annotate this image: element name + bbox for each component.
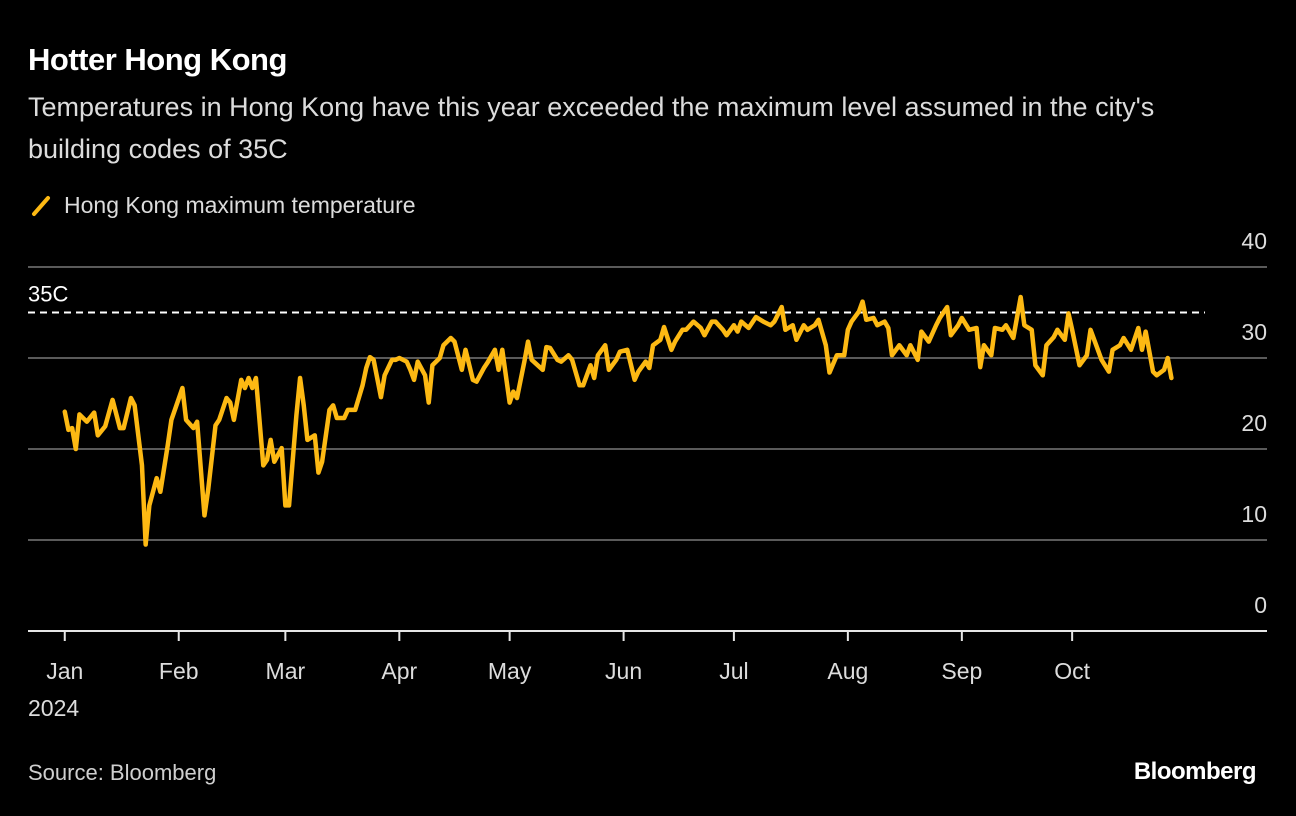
chart-title: Hotter Hong Kong (28, 42, 287, 77)
x-tick-label: Aug (827, 658, 868, 684)
y-tick-label: 40 (1241, 228, 1267, 254)
x-tick-label: Oct (1054, 658, 1090, 684)
y-tick-label: 10 (1241, 501, 1267, 527)
x-tick-label: Mar (266, 658, 306, 684)
x-tick-label: Sep (941, 658, 982, 684)
data-line (62, 294, 1174, 547)
brand-logo: Bloomberg (1133, 758, 1257, 785)
y-tick-label: 20 (1241, 410, 1267, 436)
legend-label: Hong Kong maximum temperature (64, 192, 416, 218)
x-tick-label: Jun (605, 658, 642, 684)
chart-subtitle: Temperatures in Hong Kong have this year… (28, 92, 1155, 164)
x-tick-label: Feb (159, 658, 199, 684)
x-tick-label: May (488, 658, 532, 684)
x-tick-label: Apr (381, 658, 417, 684)
legend-line (32, 195, 50, 216)
reference-label: 35C (28, 282, 68, 307)
x-tick-label: Jan (46, 658, 83, 684)
x-year-label: 2024 (28, 695, 79, 721)
source: Source: Bloomberg (28, 760, 217, 785)
y-tick-label: 30 (1241, 319, 1267, 345)
x-tick-label: Jul (719, 658, 748, 684)
y-tick-label: 0 (1254, 592, 1267, 618)
legend-swatch (32, 195, 50, 216)
legend: Hong Kong maximum temperature (30, 192, 416, 219)
